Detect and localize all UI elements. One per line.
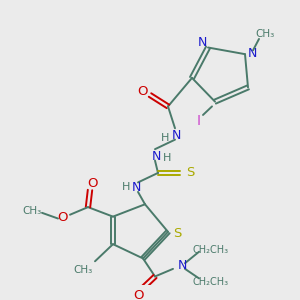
Text: H: H: [161, 133, 169, 143]
Text: N: N: [177, 259, 187, 272]
Text: CH₃: CH₃: [74, 265, 93, 275]
Text: CH₃: CH₃: [255, 29, 274, 39]
Text: CH₂CH₃: CH₂CH₃: [193, 277, 229, 287]
Text: H: H: [122, 182, 130, 192]
Text: N: N: [197, 36, 207, 49]
Text: S: S: [186, 167, 194, 179]
Text: N: N: [171, 129, 181, 142]
Text: CH₂CH₃: CH₂CH₃: [193, 245, 229, 255]
Text: O: O: [58, 211, 68, 224]
Text: S: S: [173, 227, 181, 240]
Text: O: O: [138, 85, 148, 98]
Text: H: H: [163, 153, 171, 163]
Text: O: O: [134, 289, 144, 300]
Text: O: O: [87, 177, 97, 190]
Text: N: N: [247, 47, 257, 60]
Text: N: N: [131, 181, 141, 194]
Text: N: N: [151, 150, 161, 163]
Text: I: I: [197, 114, 201, 128]
Text: CH₃: CH₃: [22, 206, 42, 216]
